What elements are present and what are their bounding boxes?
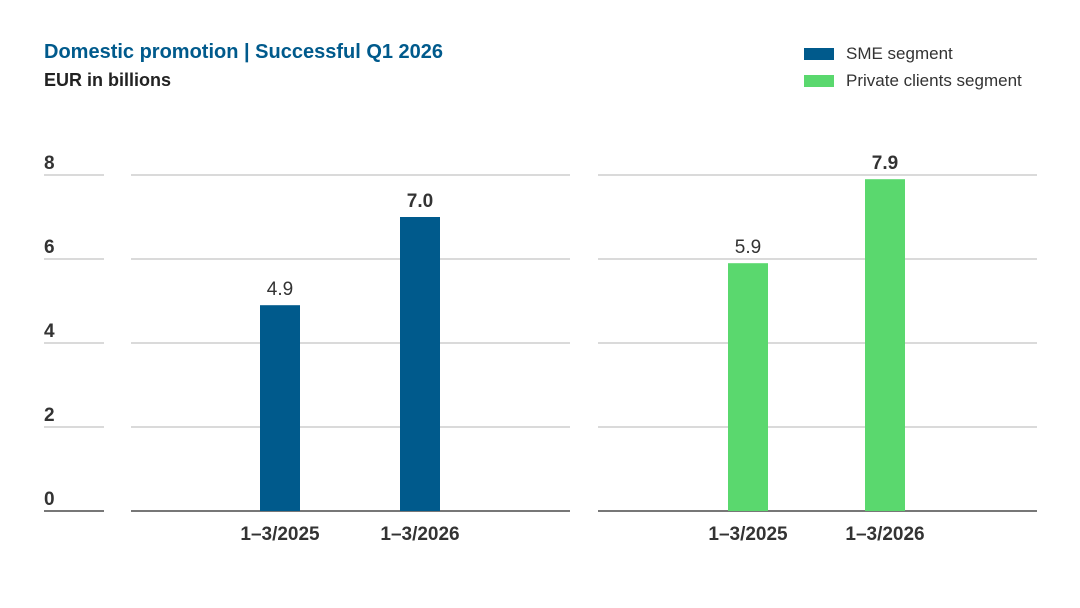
chart-subtitle: EUR in billions [44,70,172,90]
bar-sme-1 [260,305,300,511]
data-label: 7.0 [407,191,433,212]
y-tick-label: 2 [44,405,55,426]
x-tick-label: 1–3/2025 [240,524,320,545]
y-tick-label: 0 [44,489,55,510]
legend: SME segment Private clients segment [804,40,1022,94]
legend-swatch-sme [804,47,834,60]
data-label: 7.9 [872,153,898,174]
data-label: 4.9 [267,279,293,300]
bar-private-clients-2 [865,179,905,511]
legend-item-private-clients: Private clients segment [804,67,1022,94]
bar-private-clients-1 [728,263,768,511]
legend-swatch-private-clients [804,74,834,87]
y-tick-label: 8 [44,153,55,174]
bar-sme-2 [400,217,440,511]
y-tick-label: 4 [44,321,55,342]
legend-item-sme: SME segment [804,40,1022,67]
data-label: 5.9 [735,237,761,258]
x-tick-label: 1–3/2025 [708,524,788,545]
legend-label-sme: SME segment [846,43,953,63]
title-block: Domestic promotion | Successful Q1 2026 … [44,38,443,94]
legend-label-private-clients: Private clients segment [846,70,1022,90]
x-tick-label: 1–3/2026 [380,524,459,545]
chart-title: Domestic promotion | Successful Q1 2026 [44,41,444,63]
x-tick-label: 1–3/2026 [845,524,924,545]
y-tick-label: 6 [44,237,55,258]
